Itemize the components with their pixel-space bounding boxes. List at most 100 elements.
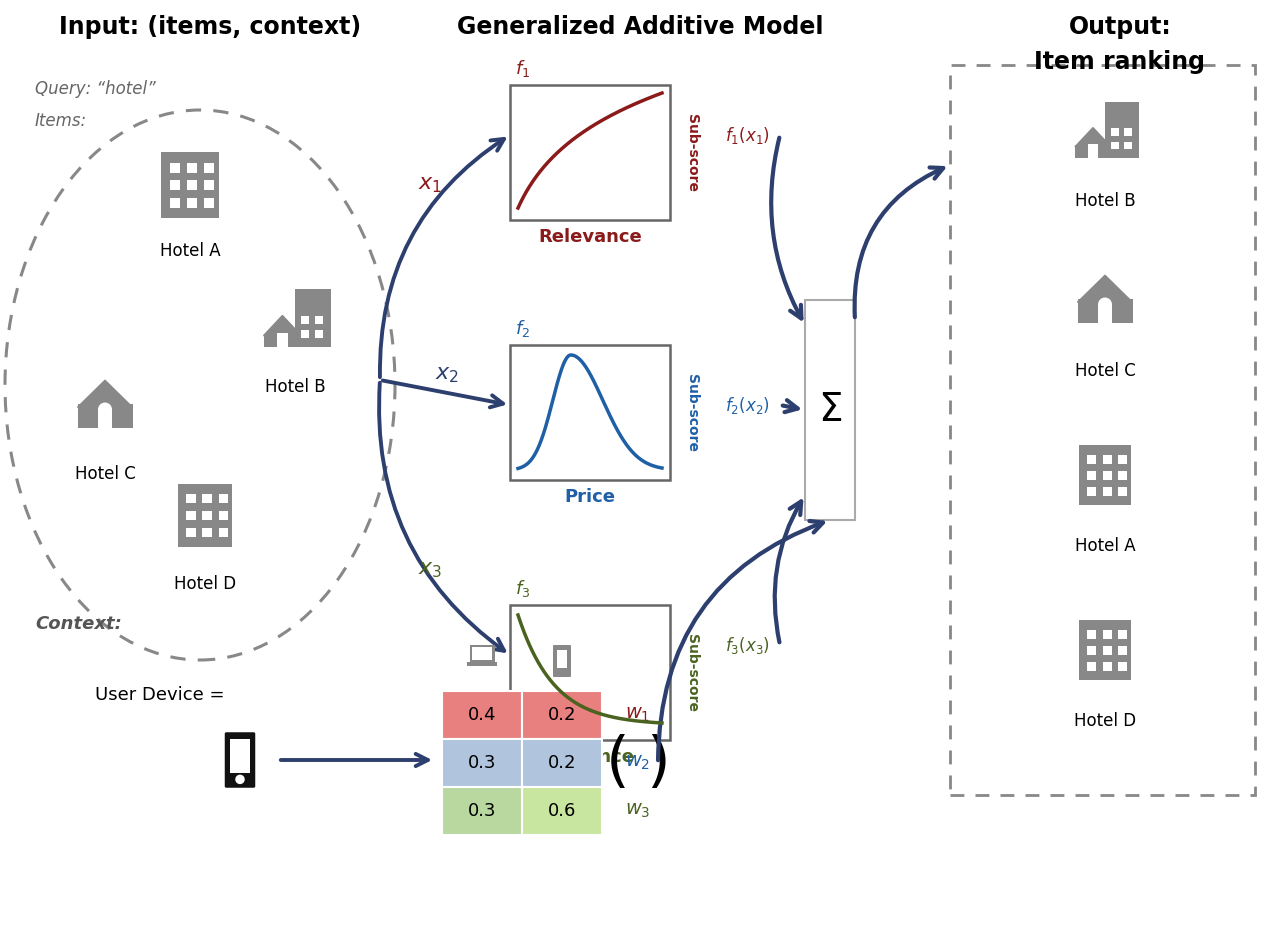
Bar [1118, 455, 1126, 463]
Text: Sub-score: Sub-score [685, 634, 699, 712]
Bar [558, 650, 566, 668]
Text: Context:: Context: [36, 615, 122, 633]
Circle shape [235, 775, 245, 784]
Bar [202, 494, 212, 503]
Text: Distance: Distance [546, 748, 634, 766]
Text: Hotel A: Hotel A [160, 242, 220, 260]
FancyBboxPatch shape [442, 691, 522, 739]
Text: Hotel D: Hotel D [174, 575, 236, 593]
Bar [1087, 471, 1096, 479]
Text: Hotel D: Hotel D [1074, 712, 1137, 730]
FancyBboxPatch shape [511, 85, 671, 220]
Circle shape [1099, 297, 1113, 311]
Text: Hotel B: Hotel B [1074, 192, 1135, 210]
Text: Query: “hotel”: Query: “hotel” [36, 80, 156, 98]
Text: Hotel C: Hotel C [1074, 362, 1135, 380]
FancyBboxPatch shape [442, 739, 522, 787]
Text: Input: (items, context): Input: (items, context) [58, 15, 361, 39]
FancyBboxPatch shape [552, 645, 572, 677]
Bar [187, 198, 197, 208]
FancyBboxPatch shape [263, 334, 301, 348]
Bar [170, 180, 180, 190]
Text: Output:: Output: [1068, 15, 1171, 39]
FancyBboxPatch shape [511, 345, 671, 480]
Bar [472, 647, 491, 660]
Bar [202, 527, 212, 537]
Text: (: ( [606, 733, 630, 792]
Bar [1118, 646, 1126, 655]
Bar [1111, 142, 1119, 149]
Bar [187, 527, 196, 537]
Text: 0.3: 0.3 [467, 802, 497, 820]
Bar [187, 163, 197, 173]
Bar [1102, 646, 1111, 655]
FancyBboxPatch shape [950, 65, 1255, 795]
Bar [1087, 662, 1096, 671]
Polygon shape [77, 381, 132, 407]
Bar [315, 316, 323, 323]
FancyBboxPatch shape [442, 787, 522, 835]
Bar [1102, 630, 1111, 638]
Circle shape [98, 402, 112, 416]
Bar [1118, 630, 1126, 638]
Text: $f_2(x_2)$: $f_2(x_2)$ [725, 395, 770, 415]
FancyBboxPatch shape [466, 662, 498, 666]
FancyBboxPatch shape [522, 691, 602, 739]
FancyBboxPatch shape [805, 300, 855, 520]
Bar [1124, 128, 1132, 135]
Bar [1102, 471, 1111, 479]
Text: $x_2$: $x_2$ [436, 365, 458, 385]
Text: Items:: Items: [36, 112, 88, 130]
Text: Item ranking: Item ranking [1035, 50, 1205, 74]
Text: Sub-score: Sub-score [685, 114, 699, 192]
Polygon shape [1074, 128, 1111, 147]
Text: Sub-score: Sub-score [685, 373, 699, 451]
Text: Hotel A: Hotel A [1074, 537, 1135, 555]
Bar [204, 198, 215, 208]
Bar [218, 510, 229, 520]
Text: 0.2: 0.2 [547, 706, 577, 724]
Bar [277, 333, 287, 348]
Bar [204, 163, 215, 173]
Text: $f_2$: $f_2$ [516, 318, 530, 339]
FancyBboxPatch shape [1105, 102, 1139, 158]
Text: 0.4: 0.4 [467, 706, 497, 724]
FancyBboxPatch shape [1077, 299, 1133, 322]
Bar [1118, 471, 1126, 479]
FancyBboxPatch shape [295, 289, 330, 348]
Bar [218, 527, 229, 537]
Bar [170, 163, 180, 173]
Bar [170, 198, 180, 208]
Bar [187, 180, 197, 190]
Bar [230, 740, 250, 773]
FancyBboxPatch shape [511, 605, 671, 740]
Text: User Device =: User Device = [95, 686, 225, 704]
Text: 0.6: 0.6 [547, 802, 577, 820]
Polygon shape [1077, 275, 1133, 303]
Bar [187, 510, 196, 520]
Text: $w_3$: $w_3$ [625, 802, 650, 821]
Bar [1111, 128, 1119, 135]
FancyBboxPatch shape [522, 787, 602, 835]
FancyBboxPatch shape [1080, 620, 1132, 680]
FancyBboxPatch shape [161, 152, 218, 218]
FancyBboxPatch shape [1074, 145, 1111, 158]
Bar [1102, 455, 1111, 463]
FancyBboxPatch shape [1080, 445, 1132, 505]
Bar [1087, 646, 1096, 655]
FancyBboxPatch shape [470, 645, 494, 662]
Bar [187, 494, 196, 503]
FancyBboxPatch shape [522, 739, 602, 787]
Bar [1087, 487, 1096, 496]
FancyBboxPatch shape [77, 404, 132, 428]
Bar [301, 330, 309, 338]
Bar [1124, 142, 1132, 149]
Bar [1099, 305, 1113, 322]
Bar [1088, 144, 1099, 158]
Text: $w_1$: $w_1$ [625, 706, 650, 725]
Text: Hotel C: Hotel C [75, 465, 136, 483]
Text: $f_3$: $f_3$ [516, 578, 531, 599]
Text: $w_2$: $w_2$ [625, 754, 650, 773]
Polygon shape [263, 316, 301, 336]
Bar [218, 494, 229, 503]
